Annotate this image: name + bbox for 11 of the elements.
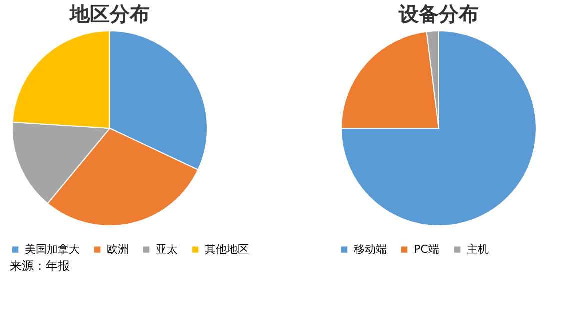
legend-label: PC端 <box>414 242 440 256</box>
chart-title: 地区分布 <box>69 2 150 26</box>
legend-label: 欧洲 <box>107 242 129 256</box>
legend-label: 其他地区 <box>205 242 249 256</box>
chart-title: 设备分布 <box>398 2 479 26</box>
source-note: 来源：年报 <box>10 259 70 273</box>
legend-label: 美国加拿大 <box>25 242 80 256</box>
legend-label: 移动端 <box>354 242 387 256</box>
legend-label: 亚太 <box>156 242 178 256</box>
pie-slice <box>341 30 537 226</box>
legend-label: 主机 <box>467 242 489 256</box>
